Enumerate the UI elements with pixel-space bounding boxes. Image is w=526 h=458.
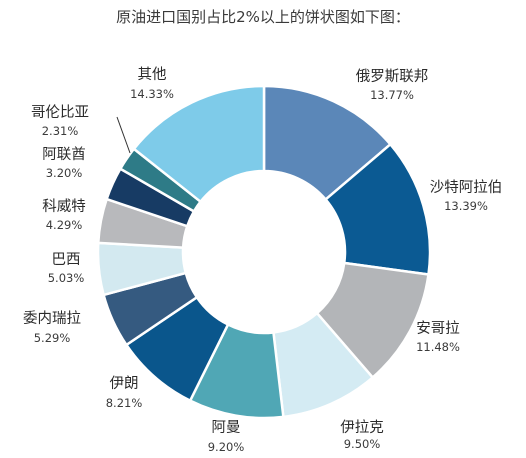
slice-percent-6: 8.21% [106,396,143,410]
slice-label-5: 阿曼 [212,419,241,436]
slice-percent-4: 9.50% [344,437,381,451]
slice-percent-9: 4.29% [46,218,83,232]
slice-percent-10: 3.20% [46,166,83,180]
leader-line-colombia [116,116,131,154]
slice-group [96,84,432,420]
slice-label-1: 俄罗斯联邦 [356,68,429,85]
slice-label-4: 伊拉克 [340,419,384,436]
slice-label-10: 阿联酋 [42,145,86,163]
slice-label-7: 委内瑞拉 [23,310,81,327]
slice-percent-12: 14.33% [130,87,174,101]
slice-label-2: 沙特阿拉伯 [430,179,503,196]
slice-label-9: 科威特 [42,198,86,215]
slice-percent-3: 11.48% [416,340,460,354]
slice-label-11: 哥伦比亚 [31,104,89,121]
slice-percent-8: 5.03% [48,271,85,285]
leader-line-group [116,116,131,154]
slice-label-3: 安哥拉 [416,320,460,337]
slice-percent-11: 2.31% [42,124,79,138]
slice-percent-2: 13.39% [444,199,488,213]
slice-percent-5: 9.20% [208,440,245,454]
slice-12 [132,84,266,204]
chart-title: 原油进口国别占比2%以上的饼状图如下图： [116,8,410,26]
slice-percent-1: 13.77% [370,88,414,102]
slice-label-6: 伊朗 [110,375,139,392]
slice-label-8: 巴西 [52,252,81,268]
slice-percent-7: 5.29% [34,331,71,345]
slice-label-12: 其他 [138,66,167,83]
